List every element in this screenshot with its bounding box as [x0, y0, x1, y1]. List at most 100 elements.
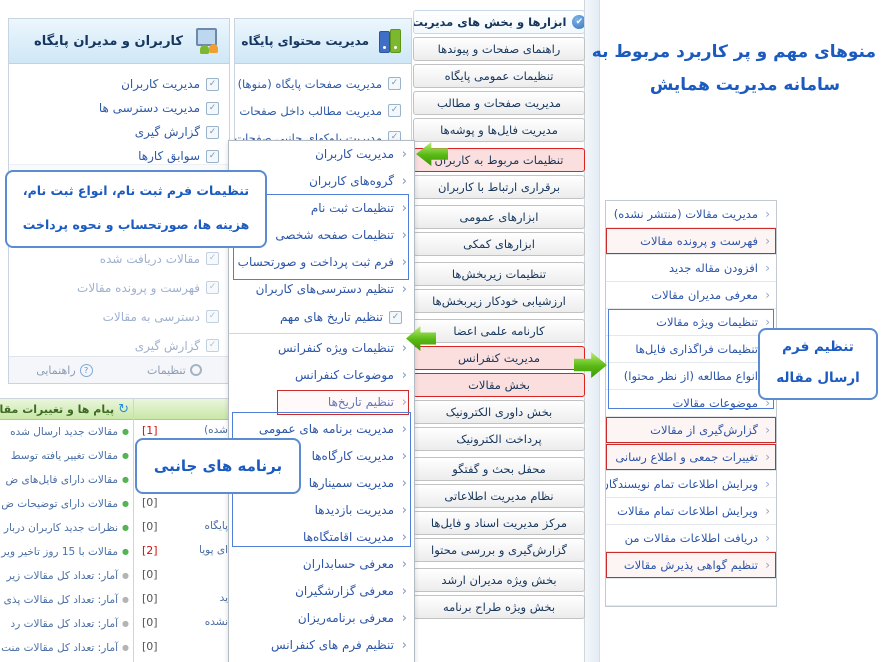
- main-menu-pages-content[interactable]: مدیریت صفحات و مطالب: [413, 91, 585, 115]
- main-menu-e-judging[interactable]: بخش داوری الکترونیک: [413, 400, 585, 424]
- articles-menu-index-files[interactable]: فهرست و پرونده مقالات: [606, 228, 776, 255]
- chevron-left-icon: [402, 168, 407, 195]
- message-item[interactable]: مقالات دارای فایل‌های ض: [0, 468, 134, 492]
- submenu-item-date-settings[interactable]: تنظیم تاریخ‌ها: [229, 389, 414, 416]
- gray-bullet-icon: [122, 596, 129, 604]
- stat-item[interactable]: آمار: تعداد کل مقالات منت: [0, 636, 134, 660]
- menu-item-received-articles[interactable]: مقالات دریافت شده: [9, 244, 229, 273]
- menu-item-article-reporting[interactable]: گزارش گیری: [9, 331, 229, 360]
- main-menu-member-records[interactable]: کارنامه علمی اعضا: [413, 319, 585, 343]
- main-menu-user-communication[interactable]: برقراری ارتباط با کاربران: [413, 175, 585, 199]
- main-menu-header[interactable]: ابزارها و بخش های مدیریت: [413, 10, 585, 34]
- help-link[interactable]: راهنمایی: [36, 363, 93, 377]
- articles-menu-special-settings[interactable]: تنظیمات ویژه مقالات: [606, 309, 776, 336]
- articles-menu-add-article[interactable]: افزودن مقاله جدید: [606, 255, 776, 282]
- submenu-item-user-groups[interactable]: گروه‌های کاربران: [229, 168, 414, 195]
- articles-menu-reporting[interactable]: گزارش‌گیری از مقالات: [606, 417, 776, 444]
- binders-icon: [377, 29, 403, 53]
- menu-item-work-history[interactable]: سوابق کارها: [9, 144, 229, 168]
- submenu-item-public-programs[interactable]: مدیریت برنامه های عمومی: [229, 416, 414, 443]
- gray-bullet-icon: [122, 644, 129, 652]
- menu-item-article-index[interactable]: فهرست و پرونده مقالات: [9, 273, 229, 302]
- submenu-item-payment-invoice-form[interactable]: فرم ثبت پرداخت و صورتحساب: [229, 249, 414, 276]
- submenu-item-visits[interactable]: مدیریت بازدیدها: [229, 497, 414, 524]
- submenu-item-accountants[interactable]: معرفی حسابداران: [229, 551, 414, 578]
- green-bullet-icon: [122, 428, 129, 436]
- menu-item-user-management[interactable]: مدیریت کاربران: [9, 72, 229, 96]
- gear-icon: [189, 364, 202, 376]
- count-badge: [1]: [142, 424, 158, 437]
- message-item[interactable]: مقالات با 15 روز تاخیر ویر: [0, 540, 134, 564]
- main-menu-document-center[interactable]: مرکز مدیریت اسناد و فایل‌ها: [413, 511, 585, 535]
- submenu-item-important-dates[interactable]: تنظیم تاریخ های مهم: [229, 303, 414, 332]
- chevron-left-icon: [402, 335, 407, 362]
- main-menu-senior-admins[interactable]: بخش ویژه مدیران ارشد: [413, 568, 585, 592]
- main-menu-general-settings[interactable]: تنظیمات عمومی پایگاه: [413, 64, 585, 88]
- message-item[interactable]: نظرات جدید کاربران دربار: [0, 516, 134, 540]
- counter-row: [0]: [134, 492, 411, 516]
- articles-menu-edit-authors[interactable]: ویرایش اطلاعات تمام نویسندگان: [606, 471, 776, 498]
- main-menu-subsection-evaluation[interactable]: ارزشیابی خودکار زیربخش‌ها: [413, 289, 585, 313]
- chevron-left-icon: [402, 389, 407, 416]
- message-item[interactable]: مقالات جدید ارسال شده: [0, 420, 134, 444]
- menu-item-page-contents[interactable]: مدیریت مطالب داخل صفحات: [235, 97, 411, 124]
- submenu-item-conference-topics[interactable]: موضوعات کنفرانس: [229, 362, 414, 389]
- users-icon: [191, 28, 221, 54]
- menu-item-reporting[interactable]: گزارش گیری: [9, 120, 229, 144]
- articles-menu-managers[interactable]: معرفی مدیران مقالات: [606, 282, 776, 309]
- articles-menu-clipped-item[interactable]: [606, 579, 776, 606]
- main-menu-content-review[interactable]: گزارش‌گیری و بررسی محتوا: [413, 538, 585, 562]
- main-menu-helper-tools[interactable]: ابزارهای کمکی: [413, 232, 585, 256]
- submenu-item-workshops[interactable]: مدیریت کارگاه‌ها: [229, 443, 414, 470]
- submenu-item-conference-forms[interactable]: تنظیم فرم های کنفرانس: [229, 632, 414, 659]
- chevron-left-icon: [402, 249, 407, 276]
- main-menu-information-system[interactable]: نظام مدیریت اطلاعاتی: [413, 484, 585, 508]
- submenu-item-planners[interactable]: معرفی برنامه‌ریزان: [229, 605, 414, 632]
- main-menu-e-payment[interactable]: پرداخت الکترونیک: [413, 427, 585, 451]
- articles-menu-upload-settings[interactable]: تنظیمات فراگذاری فایل‌ها: [606, 336, 776, 363]
- submenu-item-user-management[interactable]: مدیریت کاربران: [229, 141, 414, 168]
- message-item[interactable]: مقالات دارای توضیحات ض: [0, 492, 134, 516]
- counter-row: [1] شده): [142, 424, 228, 437]
- stat-item[interactable]: آمار: تعداد کل مقالات رد: [0, 612, 134, 636]
- menu-item-article-access[interactable]: دسترسی به مقالات: [9, 302, 229, 331]
- chevron-left-icon: [402, 470, 407, 497]
- page-scrollbar[interactable]: [584, 0, 600, 662]
- stat-item[interactable]: آمار: تعداد کل مقالات پذی: [0, 588, 134, 612]
- submenu-item-personal-page-settings[interactable]: تنظیمات صفحه شخصی: [229, 222, 414, 249]
- submenu-item-report-takers[interactable]: معرفی گزارشگیران: [229, 578, 414, 605]
- chevron-left-icon: [402, 362, 407, 389]
- submenu-item-seminars[interactable]: مدیریت سمینارها: [229, 470, 414, 497]
- main-menu-subsection-settings[interactable]: تنظیمات زیربخش‌ها: [413, 262, 585, 286]
- articles-menu-bulk-changes[interactable]: تغییرات جمعی و اطلاع رسانی: [606, 444, 776, 471]
- main-menu-discussion-forum[interactable]: محفل بحث و گفتگو: [413, 457, 585, 481]
- articles-menu-edit-articles[interactable]: ویرایش اطلاعات تمام مقالات: [606, 498, 776, 525]
- articles-menu-study-types[interactable]: انواع مطالعه (از نظر محتوا): [606, 363, 776, 390]
- articles-menu-topics[interactable]: موضوعات مقالات: [606, 390, 776, 417]
- checkbox-icon: [206, 101, 219, 115]
- main-menu-articles-section[interactable]: بخش مقالات: [413, 373, 585, 397]
- main-menu-conference-management[interactable]: مدیریت کنفرانس: [413, 346, 585, 370]
- count-badge: [0]: [142, 640, 158, 653]
- articles-menu-acceptance-certificate[interactable]: تنظیم گواهی پذیرش مقالات: [606, 552, 776, 579]
- main-menu-files-folders[interactable]: مدیریت فایل‌ها و پوشه‌ها: [413, 118, 585, 142]
- settings-link[interactable]: تنظیمات: [147, 364, 202, 377]
- main-menu-pages-guide[interactable]: راهنمای صفحات و پیوندها: [413, 37, 585, 61]
- message-item[interactable]: مقالات تغییر یافته توسط: [0, 444, 134, 468]
- stat-item[interactable]: آمار: تعداد کل مقالات زیر: [0, 564, 134, 588]
- submenu-item-conference-settings[interactable]: تنظیمات ویژه کنفرانس: [229, 335, 414, 362]
- green-bullet-icon: [122, 476, 129, 484]
- chevron-left-icon: [402, 195, 407, 222]
- menu-item-site-pages[interactable]: مدیریت صفحات پایگاه (منوها): [235, 70, 411, 97]
- menu-item-access-management[interactable]: مدیریت دسترسی ها: [9, 96, 229, 120]
- articles-menu-my-articles[interactable]: دریافت اطلاعات مقالات من: [606, 525, 776, 552]
- main-menu-program-designer[interactable]: بخش ویژه طراح برنامه: [413, 595, 585, 619]
- submenu-item-accommodations[interactable]: مدیریت اقامتگاه‌ها: [229, 524, 414, 551]
- panel-title: مدیریت محتوای پایگاه: [241, 34, 369, 48]
- submenu-item-registration-settings[interactable]: تنظیمات ثبت نام: [229, 195, 414, 222]
- articles-menu-unpublished[interactable]: مدیریت مقالات (منتشر نشده): [606, 201, 776, 228]
- checkbox-icon: [388, 104, 401, 117]
- submenu-item-user-access[interactable]: تنظیم دسترسی‌های کاربران: [229, 276, 414, 303]
- main-menu-general-tools[interactable]: ابزارهای عمومی: [413, 205, 585, 229]
- chevron-left-icon: [402, 524, 407, 551]
